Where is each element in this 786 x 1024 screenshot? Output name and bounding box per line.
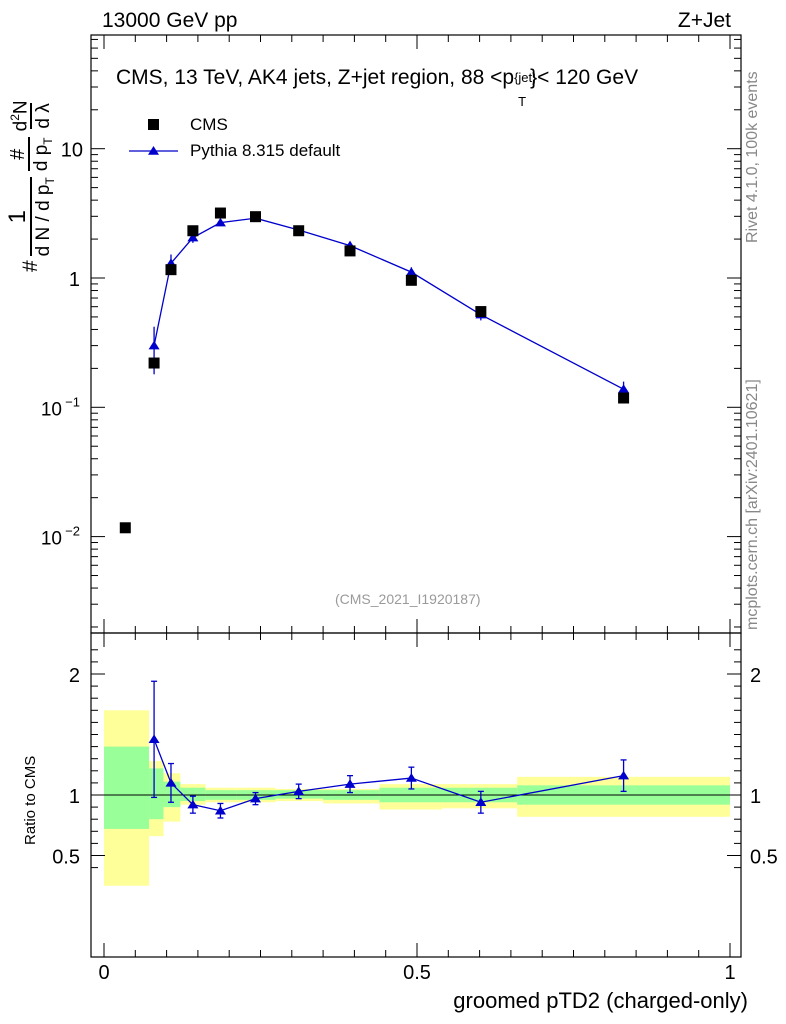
data-point xyxy=(344,245,356,257)
main-frame-box xyxy=(90,34,742,634)
band-inner-0 xyxy=(104,746,150,829)
y-tick-exponent: −2 xyxy=(65,524,80,539)
ratio-point xyxy=(475,797,487,806)
ratio-point xyxy=(293,786,305,796)
chart-title-suffix: }< 120 GeV xyxy=(530,66,639,89)
ratio-y-tick-label-right: 1 xyxy=(750,786,761,808)
legend-label-cms: CMS xyxy=(190,115,228,134)
data-point xyxy=(214,207,226,219)
x-tick-label: 1 xyxy=(724,962,735,984)
ratio-plot-frame: 0 0.5 1 0.5 0.5 1 1 2 2 xyxy=(52,632,778,984)
ratio-point xyxy=(344,779,356,788)
analysis-id: (CMS_2021_I1920187) xyxy=(335,591,481,607)
mc-point xyxy=(618,384,630,393)
data-point xyxy=(405,274,417,286)
mc-point xyxy=(214,217,226,227)
mc-point xyxy=(187,232,199,242)
data-marks xyxy=(119,207,630,819)
mc-point xyxy=(148,340,160,350)
chart-title-prefix: CMS, 13 TeV, AK4 jets, Z+jet region, 88 … xyxy=(116,66,515,89)
ratio-uncertainty-bands xyxy=(104,710,730,886)
y-tick-label: 10 xyxy=(41,529,62,550)
chart-title-sub: T xyxy=(518,94,527,109)
mc-ratio-line xyxy=(153,739,624,812)
y-tick-label: 10 xyxy=(41,399,62,420)
band-inner-1 xyxy=(149,768,164,820)
data-point xyxy=(187,225,199,237)
mc-series-line xyxy=(153,217,624,812)
ratio-point xyxy=(214,805,226,815)
y-tick-label: 10 xyxy=(61,140,83,162)
ratio-point xyxy=(249,793,261,803)
data-point xyxy=(119,522,131,534)
ratio-y-tick-label-right: 0.5 xyxy=(750,847,778,869)
rivet-label: Rivet 4.1.0, 100k events xyxy=(744,71,761,243)
chart-title: CMS, 13 TeV, AK4 jets, Z+jet region, 88 … xyxy=(116,66,639,109)
legend-triangle-marker xyxy=(148,146,159,155)
x-tick-label: 0 xyxy=(98,962,109,984)
ratio-y-tick-label-left: 0.5 xyxy=(52,847,80,869)
ratio-point xyxy=(187,799,199,809)
mc-main-line xyxy=(153,217,624,390)
ratio-y-tick-label-left: 2 xyxy=(69,665,80,687)
data-point xyxy=(475,306,487,318)
legend-markers xyxy=(129,119,178,155)
legend-square-marker xyxy=(148,119,159,130)
data-point xyxy=(249,211,261,223)
legend-label-pythia: Pythia 8.315 default xyxy=(190,141,341,160)
y-tick-exponent: −1 xyxy=(65,394,80,409)
x-tick-label: 0.5 xyxy=(403,962,431,984)
ratio-point xyxy=(165,777,177,787)
process-label: Z+Jet xyxy=(677,9,731,32)
ratio-y-tick-label-left: 1 xyxy=(69,786,80,808)
data-point xyxy=(618,392,630,404)
y-axis-label: # 1 d N / d pT # d pT d2N d λ xyxy=(4,100,57,272)
ratio-point xyxy=(405,773,417,782)
ratio-point xyxy=(148,734,160,744)
mcplots-label: mcplots.cern.ch [arXiv:2401.10621] xyxy=(744,379,761,630)
data-point xyxy=(165,264,177,276)
x-axis-label: groomed pTD2 (charged-only) xyxy=(453,988,748,1013)
ratio-point xyxy=(618,770,630,780)
data-point xyxy=(148,357,160,369)
ratio-y-axis-label: Ratio to CMS xyxy=(22,755,39,845)
y-tick-label: 1 xyxy=(69,269,80,291)
mc-point xyxy=(405,267,417,276)
ratio-y-tick-label-right: 2 xyxy=(750,665,761,687)
chart-title-sup: {jet} xyxy=(514,70,537,85)
data-point xyxy=(293,225,305,237)
energy-label: 13000 GeV pp xyxy=(102,9,238,32)
